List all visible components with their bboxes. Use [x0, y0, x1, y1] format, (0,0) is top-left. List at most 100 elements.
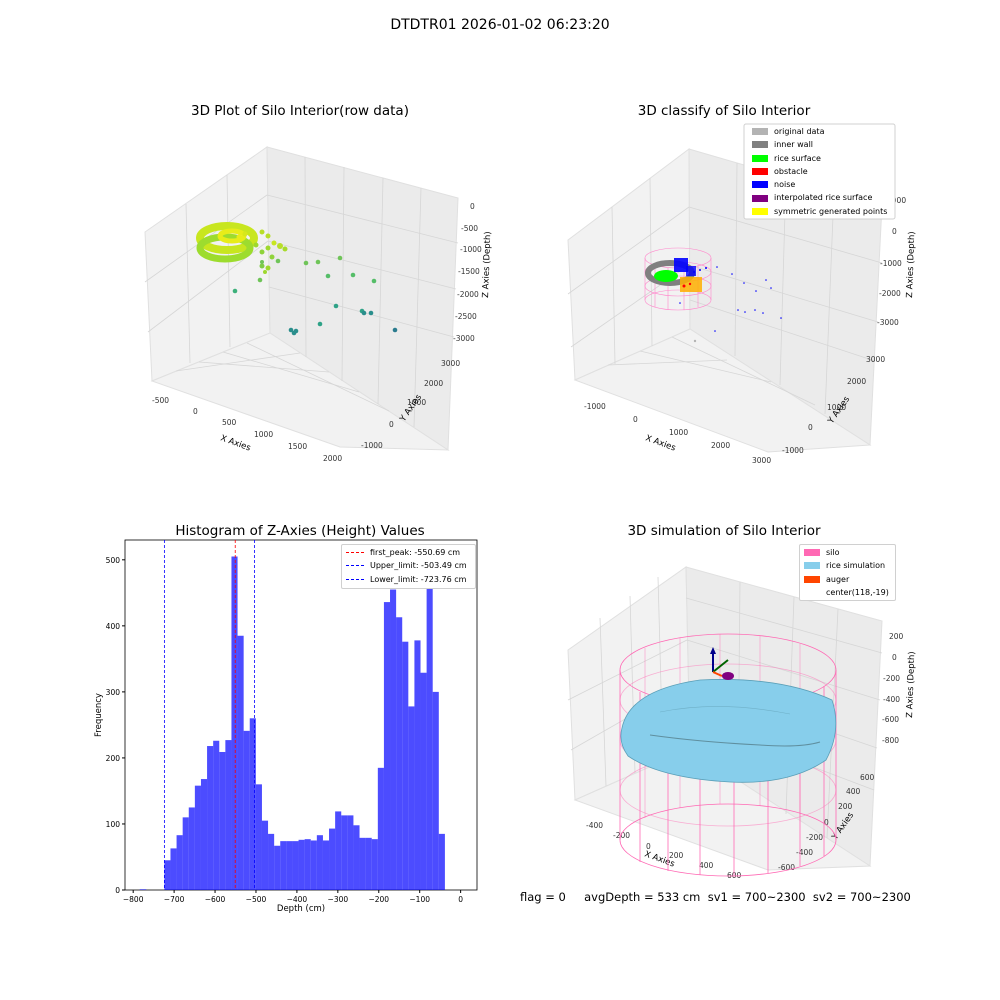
- histogram-bar: [139, 889, 147, 890]
- histogram-bar: [200, 779, 208, 890]
- legend-entry: auger: [800, 573, 895, 586]
- histogram-bar: [329, 828, 336, 890]
- legend-entry: Lower_limit: -723.76 cm: [342, 573, 475, 586]
- histogram-bar: [365, 837, 372, 890]
- histogram-bar: [432, 691, 439, 890]
- histogram-ylabel: Frequency: [94, 693, 104, 737]
- histogram-bar: [304, 839, 311, 890]
- histogram-bar: [188, 807, 195, 890]
- histogram-bar: [176, 835, 183, 890]
- br-legend: silo rice simulation auger center(118,-19): [799, 544, 896, 601]
- legend-entry: rice surface: [748, 152, 896, 165]
- legend-label: rice simulation: [826, 561, 886, 571]
- histogram-bar: [438, 833, 445, 890]
- legend-label: silo: [826, 548, 840, 557]
- legend-label: noise: [774, 180, 796, 190]
- legend-entry: symmetric generated points: [748, 205, 896, 218]
- histogram-bar: [274, 845, 281, 890]
- histogram-xtick-label: −300: [328, 895, 349, 904]
- histogram-xtick-label: −500: [246, 895, 267, 904]
- legend-swatch: [346, 552, 364, 554]
- legend-swatch: [804, 562, 820, 570]
- legend-swatch: [752, 128, 768, 136]
- legend-label: center(118,-19): [826, 587, 889, 597]
- histogram-bar: [347, 815, 354, 890]
- histogram-bar: [194, 785, 201, 890]
- legend-swatch: [752, 181, 768, 189]
- legend-entry: center(118,-19): [800, 586, 895, 599]
- histogram-xtick-label: −700: [164, 895, 185, 904]
- histogram-xtick-label: −200: [368, 895, 389, 904]
- histogram-xtick-label: 0: [458, 895, 463, 904]
- histogram-xtick-label: −600: [205, 895, 226, 904]
- histogram-bar: [219, 751, 226, 890]
- figure-suptitle: DTDTR01 2026-01-02 06:23:20: [390, 17, 610, 33]
- legend-label: rice surface: [774, 153, 821, 163]
- panel-br-title: 3D simulation of Silo Interior: [627, 523, 821, 539]
- histogram-bar: [164, 860, 171, 890]
- histogram-bar: [182, 817, 189, 890]
- legend-label: auger: [826, 574, 850, 584]
- legend-entry: obstacle: [748, 165, 896, 178]
- histogram-ytick-label: 300: [106, 688, 121, 697]
- histogram-bar: [383, 602, 391, 890]
- legend-label: obstacle: [774, 166, 808, 176]
- legend-swatch: [346, 578, 364, 580]
- histogram-bar: [322, 840, 330, 890]
- histogram-bar: [402, 641, 409, 890]
- histogram-xtick-label: −400: [287, 895, 308, 904]
- histogram-bar: [292, 841, 299, 890]
- legend-label: symmetric generated points: [774, 206, 888, 216]
- histogram-bar: [359, 837, 366, 890]
- histogram-bar: [408, 706, 415, 890]
- legend-label: Lower_limit: -723.76 cm: [370, 574, 467, 584]
- histogram-bar: [261, 820, 269, 890]
- panel-tr-title: 3D classify of Silo Interior: [637, 103, 811, 119]
- legend-swatch: [804, 575, 820, 583]
- legend-swatch: [804, 549, 820, 557]
- histogram-bar: [414, 640, 421, 890]
- legend-swatch: [804, 589, 820, 596]
- histogram-xtick-label: −100: [409, 895, 430, 904]
- histogram-ytick-label: 400: [106, 622, 121, 631]
- legend-swatch: [346, 565, 364, 567]
- histogram-bar: [170, 848, 177, 890]
- histogram-ytick-label: 200: [106, 754, 121, 763]
- histogram-bar: [396, 617, 403, 890]
- histogram-bars: [139, 556, 445, 890]
- panel-bl-title: Histogram of Z-Axies (Height) Values: [175, 523, 425, 539]
- histogram-bar: [377, 767, 384, 890]
- histogram-bar: [426, 559, 433, 890]
- legend-entry: original data: [748, 125, 896, 138]
- legend-entry: silo: [800, 546, 895, 559]
- legend-entry: first_peak: -550.69 cm: [342, 546, 475, 559]
- histogram-bar: [231, 556, 238, 890]
- histogram-bar: [280, 841, 287, 890]
- histogram-bar: [286, 841, 293, 890]
- histogram-bar: [316, 835, 323, 890]
- histogram-legend: first_peak: -550.69 cm Upper_limit: -503.…: [341, 544, 476, 589]
- histogram-bar: [249, 718, 256, 890]
- legend-entry: Upper_limit: -503.49 cm: [342, 559, 475, 572]
- histogram-ytick-label: 0: [115, 886, 120, 895]
- histogram-axes: −800 −700 −600 −500 −400 −300 −200 −100 0 0 100 200…: [106, 556, 464, 904]
- histogram-bar: [420, 672, 427, 890]
- histogram-bar: [335, 811, 342, 890]
- histogram-xtick-label: −800: [123, 895, 144, 904]
- legend-label: Upper_limit: -503.49 cm: [370, 561, 467, 571]
- legend-label: first_peak: -550.69 cm: [370, 548, 461, 558]
- histogram-bar: [310, 840, 317, 890]
- histogram-bar: [371, 839, 378, 890]
- legend-entry: rice simulation: [800, 559, 895, 572]
- histogram-bar: [341, 815, 348, 890]
- histogram-bar: [353, 825, 360, 890]
- histogram-bar: [207, 746, 214, 890]
- histogram-vlines: [163, 540, 255, 890]
- legend-label: inner wall: [774, 140, 814, 150]
- legend-swatch: [752, 207, 768, 215]
- legend-label: interpolated rice surface: [774, 193, 873, 203]
- legend-entry: interpolated rice surface: [748, 191, 896, 204]
- legend-swatch: [752, 168, 768, 176]
- legend-swatch: [752, 154, 768, 162]
